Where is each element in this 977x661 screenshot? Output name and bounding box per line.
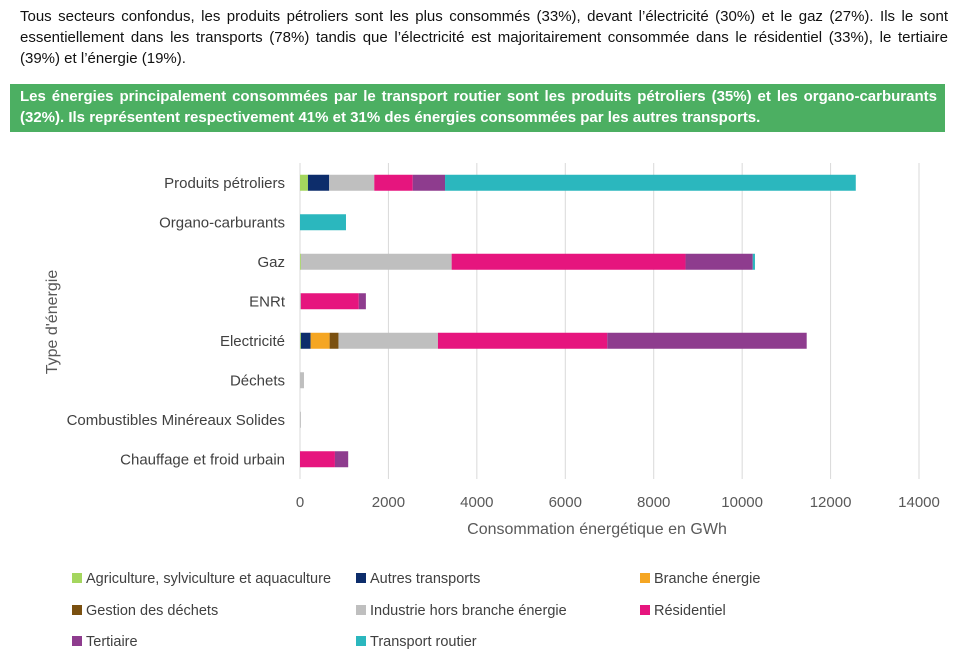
category-label: Déchets: [230, 372, 285, 389]
category-label: Gaz: [257, 254, 285, 271]
x-tick-label: 4000: [460, 494, 493, 511]
bar-segment: [300, 253, 301, 270]
intro-paragraph: Tous secteurs confondus, les produits pé…: [20, 8, 948, 67]
bar-segment: [334, 451, 349, 468]
category-label: ENRt: [249, 293, 286, 310]
x-tick-labels: 0 2000 4000 6000 8000 10000 12000 14000: [296, 494, 940, 511]
x-tick-label: 0: [296, 494, 304, 511]
bar-segment: [300, 372, 304, 389]
bar-segment: [374, 174, 413, 191]
legend-label: Gestion des déchets: [86, 603, 218, 619]
legend-label: Transport routier: [370, 634, 477, 650]
bar-segment: [338, 332, 438, 349]
x-tick-label: 2000: [372, 494, 405, 511]
bar-segment: [300, 253, 452, 270]
bar-segment: [451, 253, 686, 270]
legend-label: Branche énergie: [654, 571, 760, 587]
highlight-banner: Les énergies principalement consommées p…: [10, 84, 945, 132]
legend-swatch: [72, 573, 82, 583]
bar-segment: [300, 332, 311, 349]
bar-segment: [607, 332, 807, 349]
legend-label: Autres transports: [370, 571, 480, 587]
x-tick-label: 12000: [810, 494, 852, 511]
x-tick-label: 14000: [898, 494, 940, 511]
bar-segment: [300, 332, 301, 349]
bar-segment: [329, 332, 339, 349]
category-label: Combustibles Minéreaux Solides: [67, 412, 285, 429]
bar-segment: [329, 174, 375, 191]
x-tick-label: 10000: [721, 494, 763, 511]
bar-segment: [300, 451, 335, 468]
bar-segment: [300, 174, 308, 191]
legend-label: Résidentiel: [654, 603, 726, 619]
legend-label: Industrie hors branche énergie: [370, 603, 567, 619]
bar-segment: [437, 332, 608, 349]
legend-label: Agriculture, sylviculture et aquaculture: [86, 571, 331, 587]
bar-segment: [685, 253, 753, 270]
bar-segment: [300, 411, 301, 428]
bar-segment: [445, 174, 856, 191]
category-label: Electricité: [220, 333, 285, 350]
category-label: Produits pétroliers: [164, 175, 285, 192]
category-labels: Produits pétroliers Organo-carburants Gaz E…: [67, 175, 286, 469]
legend-swatch: [356, 605, 366, 615]
bar-segment: [300, 293, 359, 310]
chart-legend: Agriculture, sylviculture et aquaculture…: [72, 571, 760, 650]
chart-gridlines: [299, 163, 920, 479]
chart-bars: [300, 174, 856, 468]
bar-segment: [310, 332, 330, 349]
x-tick-label: 8000: [637, 494, 670, 511]
legend-label: Tertiaire: [86, 634, 138, 650]
legend-swatch: [72, 605, 82, 615]
y-axis-title: Type d'énergie: [44, 270, 61, 375]
bar-segment: [358, 293, 366, 310]
legend-swatch: [640, 605, 650, 615]
legend-swatch: [640, 573, 650, 583]
legend-swatch: [356, 573, 366, 583]
legend-swatch: [72, 636, 82, 646]
bar-segment: [307, 174, 330, 191]
x-tick-label: 6000: [549, 494, 582, 511]
category-label: Chauffage et froid urbain: [120, 451, 285, 468]
bar-segment: [300, 214, 346, 231]
bar-segment: [752, 253, 755, 270]
legend-swatch: [356, 636, 366, 646]
bar-segment: [412, 174, 446, 191]
category-label: Organo-carburants: [159, 214, 285, 231]
bar-segment: [300, 293, 301, 310]
x-axis-title: Consommation énergétique en GWh: [467, 521, 727, 538]
